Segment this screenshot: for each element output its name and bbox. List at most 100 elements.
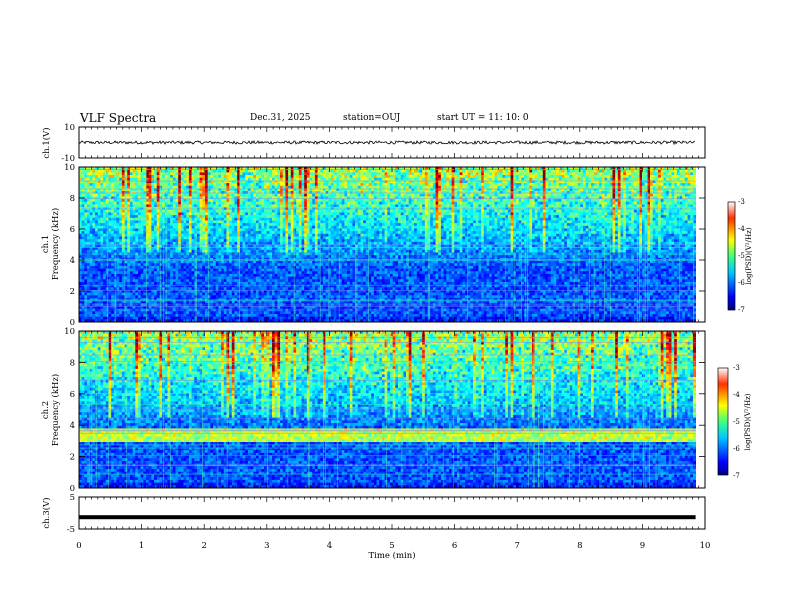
- spectrogram-cell: [100, 244, 104, 248]
- spectrogram-cell: [258, 244, 262, 248]
- spectrogram-cell: [137, 319, 142, 322]
- spectrogram-cell: [132, 228, 136, 232]
- spectrogram-cell: [95, 255, 99, 259]
- spectrogram-cell: [210, 276, 214, 280]
- spectrogram-cell: [282, 180, 286, 184]
- spectrogram-cell: [205, 239, 209, 243]
- spectrogram-cell: [215, 249, 219, 253]
- spectrogram-cell: [108, 185, 112, 189]
- spectrogram-cell: [143, 199, 147, 203]
- spectrogram-cell: [210, 199, 214, 203]
- spectrogram-cell: [218, 260, 222, 264]
- spectrogram-cell: [84, 215, 88, 219]
- spectrogram-cell: [266, 193, 270, 197]
- spectrogram-cell: [306, 300, 310, 304]
- spectrogram-cell: [135, 247, 139, 251]
- spectrogram-cell: [258, 287, 262, 291]
- spectrogram-cell: [255, 276, 260, 280]
- spectrogram-cell: [226, 263, 230, 267]
- spectrogram-cell: [277, 289, 281, 293]
- spectrogram-cell: [285, 249, 289, 253]
- spectrogram-cell: [266, 284, 270, 288]
- spectrogram-cell: [191, 180, 195, 184]
- spectrogram-cell: [282, 212, 286, 216]
- spectrogram-cell: [255, 263, 260, 267]
- spectrogram-cell: [223, 185, 227, 189]
- spectrogram-cell: [288, 255, 292, 259]
- spectrogram-cell: [121, 220, 125, 224]
- spectrogram-cell: [178, 300, 182, 304]
- spectrogram-cell: [298, 233, 302, 237]
- spectrogram-cell: [218, 239, 222, 243]
- spectrogram-cell: [215, 177, 219, 181]
- spectrogram-cell: [108, 260, 112, 264]
- spectrogram-cell: [127, 231, 131, 235]
- spectrogram-cell: [239, 217, 243, 221]
- spectrogram-cell: [301, 193, 305, 197]
- spectrogram-cell: [261, 281, 265, 285]
- spectrogram-cell: [95, 313, 99, 318]
- spectrogram-cell: [288, 271, 292, 275]
- spectrogram-cell: [205, 223, 209, 227]
- spectrogram-cell: [245, 199, 249, 203]
- spectrogram-cell: [194, 231, 198, 235]
- spectrogram-cell: [116, 220, 120, 224]
- spectrogram-cell: [196, 209, 201, 213]
- spectrogram-cell: [89, 185, 93, 189]
- spectrogram-cell: [280, 177, 284, 181]
- spectrogram-cell: [261, 271, 265, 275]
- spectrogram-cell: [143, 255, 147, 259]
- spectrogram-cell: [301, 169, 305, 173]
- spectrogram-cell: [242, 180, 246, 184]
- spectrogram-cell: [280, 284, 284, 288]
- spectrogram-cell: [79, 201, 83, 205]
- spectrogram-cell: [221, 311, 225, 315]
- spectrogram-cell: [103, 220, 107, 224]
- spectrogram-cell: [81, 225, 85, 229]
- spectrogram-cell: [277, 244, 281, 248]
- spectrogram-cell: [213, 191, 217, 195]
- spectrogram-cell: [89, 223, 93, 227]
- spectrogram-cell: [159, 300, 163, 304]
- spectrogram-cell: [290, 289, 294, 293]
- spectrogram-cell: [172, 199, 176, 203]
- spectrogram-cell: [199, 313, 203, 318]
- spectrogram-cell: [156, 244, 160, 248]
- spectrogram-cell: [274, 281, 278, 285]
- spectrogram-cell: [132, 300, 136, 304]
- spectrogram-cell: [135, 263, 139, 267]
- spectrogram-cell: [143, 244, 147, 248]
- spectrogram-cell: [191, 212, 195, 216]
- spectrogram-cell: [253, 260, 257, 264]
- spectrogram-cell: [213, 249, 217, 253]
- spectrogram-cell: [170, 263, 174, 267]
- spectrogram-cell: [137, 300, 142, 304]
- spectrogram-cell: [146, 249, 150, 253]
- spectrogram-cell: [140, 316, 144, 320]
- spectrogram-cell: [196, 172, 201, 176]
- spectrogram-cell: [183, 300, 187, 304]
- spectrogram-cell: [172, 175, 176, 179]
- spectrogram-cell: [285, 215, 289, 219]
- spectrogram-cell: [261, 225, 265, 229]
- spectrogram-cell: [124, 167, 128, 171]
- spectrogram-cell: [210, 183, 214, 187]
- spectrogram-cell: [148, 319, 152, 322]
- spectrogram-cell: [239, 276, 243, 280]
- spectrogram-cell: [293, 185, 297, 189]
- spectrogram-cell: [280, 175, 284, 179]
- spectrogram-cell: [304, 255, 308, 259]
- spectrogram-cell: [148, 223, 152, 227]
- spectrogram-cell: [175, 265, 179, 269]
- spectrogram-cell: [255, 316, 260, 320]
- spectrogram-cell: [92, 204, 96, 208]
- spectrogram-cell: [159, 316, 163, 320]
- spectrogram-cell: [245, 305, 249, 310]
- spectrogram-cell: [119, 223, 123, 227]
- spectrogram-cell: [253, 188, 257, 192]
- spectrogram-cell: [237, 167, 241, 171]
- spectrogram-cell: [223, 289, 227, 293]
- spectrogram-cell: [277, 249, 281, 253]
- spectrogram-cell: [183, 255, 187, 259]
- spectrogram-cell: [143, 228, 147, 232]
